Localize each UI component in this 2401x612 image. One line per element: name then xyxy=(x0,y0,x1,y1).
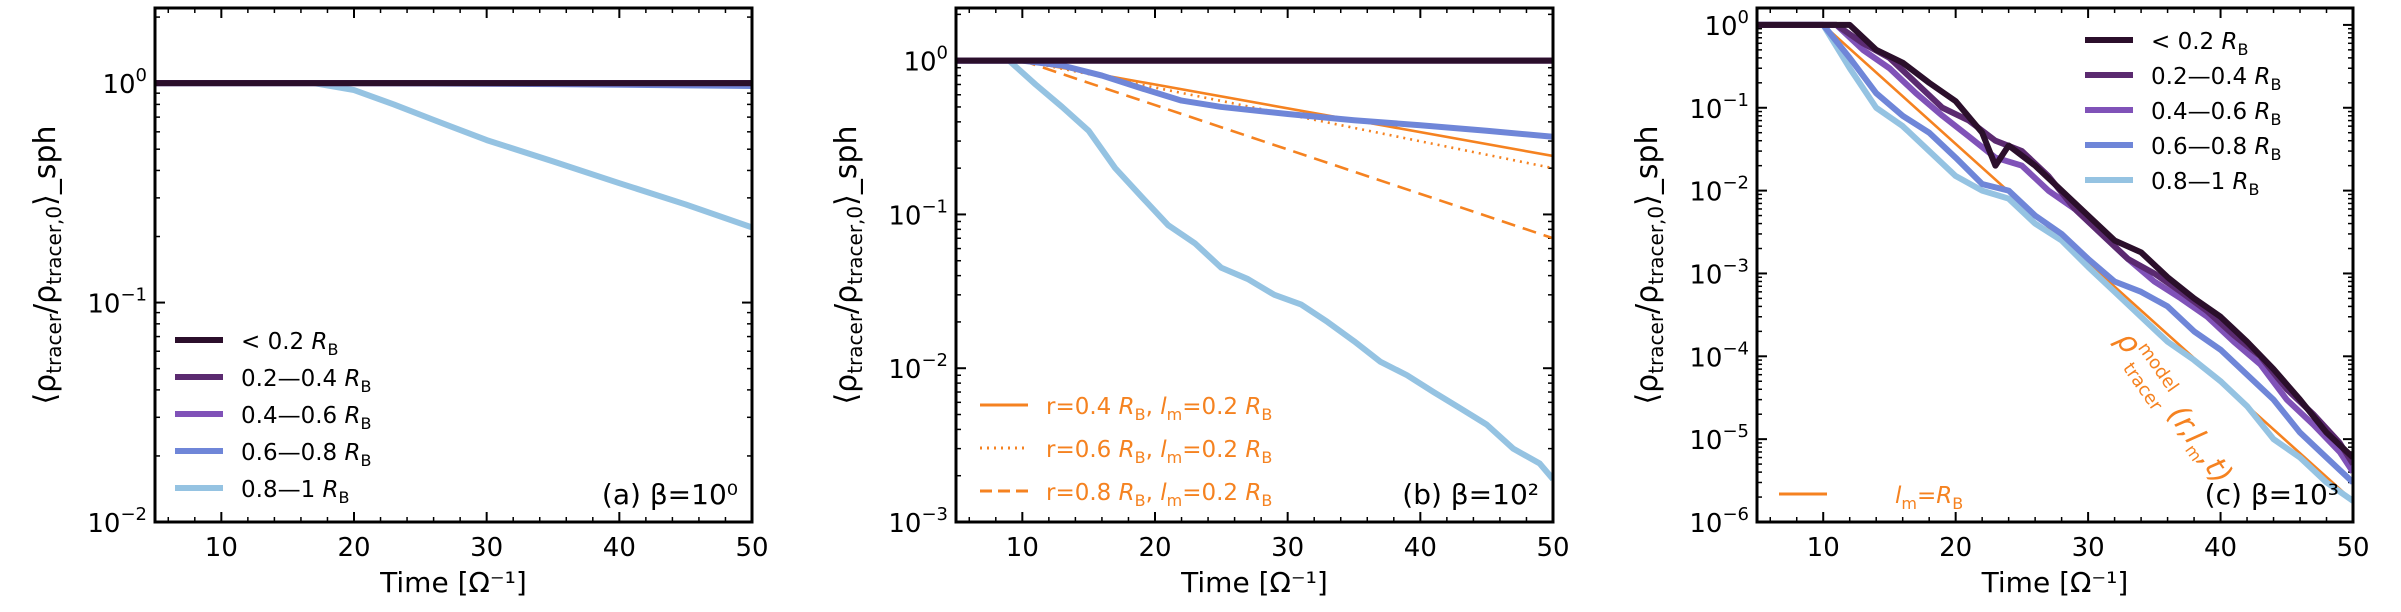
legend-entry: 0.6—0.8 RB​ xyxy=(2151,134,2281,164)
y-tick-label: 10−2 xyxy=(1689,173,1749,208)
plot-frame xyxy=(153,6,754,524)
y-tick-label: 10−2 xyxy=(888,350,948,385)
panel-label: (c) β=10³ xyxy=(2205,478,2339,511)
x-tick-label: 40 xyxy=(603,533,636,563)
x-axis-label: Time [Ω⁻¹] xyxy=(379,566,527,599)
y-axis-label: ⟨ρtracer/ρtracer,0⟩_sph xyxy=(28,125,66,404)
model-legend-entry: r=0.8 RB, lm=0.2 RB​ xyxy=(1046,480,1272,510)
x-tick-label: 10 xyxy=(1006,533,1039,563)
model-legend-entry: lm=RB​ xyxy=(1895,483,1963,513)
x-tick-label: 20 xyxy=(337,533,370,563)
y-axis-label: ⟨ρtracer/ρtracer,0⟩_sph xyxy=(1630,125,1668,404)
legend-entry: 0.8—1 RB​ xyxy=(2151,169,2260,199)
y-tick-label: 10−6 xyxy=(1689,504,1749,539)
x-tick-label: 20 xyxy=(1138,533,1171,563)
y-tick-label: 100 xyxy=(102,65,147,100)
panel-label: (a) β=10⁰ xyxy=(602,478,738,511)
series-line xyxy=(1757,21,2353,466)
legend-entry: 0.4—0.6 RB​ xyxy=(241,403,371,433)
series-line xyxy=(1757,21,2353,474)
x-tick-label: 10 xyxy=(1807,533,1840,563)
model-legend: lm=RB​ xyxy=(1779,483,1963,513)
x-tick-label: 50 xyxy=(1536,533,1569,563)
panel-3: 10 20 30 40 50 10−6 10−5 10−4 10−3 10−2 10−1 100 Tim… xyxy=(1630,6,2370,599)
model-legend-entry: r=0.4 RB, lm=0.2 RB​ xyxy=(1046,394,1272,424)
panel-label: (b) β=10² xyxy=(1402,478,1539,511)
legend: < 0.2 RB​ 0.2—0.4 RB​ 0.4—0.6 RB​ 0.6—0.8 R… xyxy=(2085,29,2281,199)
y-tick-label: 10−3 xyxy=(1689,255,1749,290)
panel-1: 10 20 30 40 50 10−2 10−1 100 Time [Ω⁻¹] ⟨ρtracer/… xyxy=(28,6,769,599)
y-tick-label: 10−5 xyxy=(1689,421,1749,456)
legend-entry: 0.2—0.4 RB​ xyxy=(241,366,371,396)
x-tick-label: 10 xyxy=(205,533,238,563)
x-tick-label: 30 xyxy=(1271,533,1304,563)
series-line xyxy=(956,57,1553,140)
y-tick-label: 10−1 xyxy=(87,285,147,320)
x-tick-label: 50 xyxy=(735,533,768,563)
y-axis-label: ⟨ρtracer/ρtracer,0⟩_sph xyxy=(829,125,867,404)
y-tick-label: 100 xyxy=(1704,7,1749,42)
x-tick-label: 50 xyxy=(2336,533,2369,563)
x-axis-label: Time [Ω⁻¹] xyxy=(1180,566,1328,599)
legend-entry: 0.2—0.4 RB​ xyxy=(2151,64,2281,94)
y-tick-label: 10−4 xyxy=(1689,338,1749,373)
legend-entry: 0.4—0.6 RB​ xyxy=(2151,99,2281,129)
x-tick-label: 20 xyxy=(1939,533,1972,563)
model-line xyxy=(956,59,1553,240)
plot-frame xyxy=(954,6,1555,524)
model-line xyxy=(956,59,1553,170)
series-line xyxy=(1757,21,2353,485)
series-line xyxy=(1757,21,2353,460)
legend: < 0.2 RB​ 0.2—0.4 RB​ 0.4—0.6 RB​ 0.6—0.8 R… xyxy=(175,329,371,507)
x-tick-label: 40 xyxy=(1404,533,1437,563)
series-line xyxy=(956,57,1553,482)
legend-entry: 0.6—0.8 RB​ xyxy=(241,440,371,470)
x-axis-label: Time [Ω⁻¹] xyxy=(1981,566,2129,599)
x-tick-label: 40 xyxy=(2204,533,2237,563)
y-tick-label: 10−2 xyxy=(87,504,147,539)
legend-entry: < 0.2 RB​ xyxy=(2151,29,2248,59)
x-tick-label: 30 xyxy=(2072,533,2105,563)
y-tick-label: 10−3 xyxy=(888,504,948,539)
model-legend: r=0.4 RB, lm=0.2 RB​ r=0.6 RB, lm=0.2 RB​… xyxy=(980,394,1272,510)
series-line xyxy=(155,80,752,231)
y-tick-label: 10−1 xyxy=(1689,90,1749,125)
plot-frame xyxy=(1755,6,2355,524)
legend-entry: < 0.2 RB​ xyxy=(241,329,338,359)
legend-entry: 0.8—1 RB​ xyxy=(241,477,350,507)
y-tick-label: 100 xyxy=(903,43,948,78)
model-legend-entry: r=0.6 RB, lm=0.2 RB​ xyxy=(1046,437,1272,467)
series-line xyxy=(1757,21,2353,504)
panel-2: 10 20 30 40 50 10−3 10−2 10−1 100 Time [Ω⁻¹] ⟨ρtra… xyxy=(829,6,1570,599)
x-tick-label: 30 xyxy=(470,533,503,563)
y-tick-label: 10−1 xyxy=(888,196,948,231)
